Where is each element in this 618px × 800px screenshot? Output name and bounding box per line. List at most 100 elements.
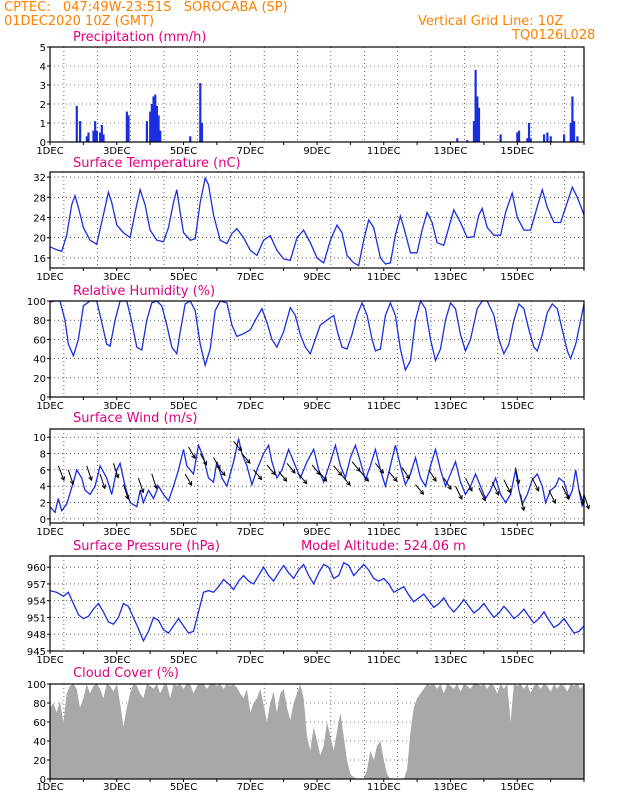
- wind-arrow: [188, 446, 196, 459]
- wind-arrow: [583, 494, 590, 509]
- panel-title: Precipitation (mm/h): [73, 30, 206, 45]
- wind-arrow: [318, 471, 328, 482]
- x-tick-label: 7DEC: [237, 655, 264, 666]
- y-tick-label: 957: [27, 580, 46, 591]
- x-tick-label: 9DEC: [303, 655, 330, 666]
- y-tick-label: 2: [40, 499, 46, 510]
- y-tick-label: 0: [40, 138, 46, 149]
- precip-bar: [200, 123, 204, 142]
- wind-arrowhead: [302, 479, 308, 485]
- y-tick-label: 3: [40, 81, 46, 92]
- wind-arrow: [199, 453, 208, 465]
- y-tick-label: 40: [33, 355, 46, 366]
- x-tick-label: 7DEC: [237, 527, 264, 538]
- panel-5: 945 948 951 954 957 960 1DEC 3DEC 5DEC 7DEC 9DEC 11…: [27, 539, 585, 666]
- x-tick-label: 5DEC: [170, 782, 197, 793]
- wind-arrowhead: [220, 471, 226, 477]
- wind-arrowhead: [405, 474, 410, 480]
- wind-arrowhead: [515, 479, 521, 485]
- wind-arrow: [531, 477, 540, 492]
- wind-arrow: [520, 494, 525, 511]
- wind-arrowhead: [364, 477, 370, 482]
- wind-arrowhead: [60, 476, 65, 482]
- x-tick-label: 3DEC: [103, 401, 130, 412]
- wind-arrow: [401, 467, 410, 479]
- x-tick-label: 13DEC: [434, 272, 468, 283]
- wind-arrow: [137, 477, 144, 493]
- precip-bar: [562, 134, 566, 142]
- x-tick-label: 13DEC: [434, 146, 468, 157]
- precip-bar: [85, 136, 88, 142]
- y-tick-label: 20: [33, 374, 46, 385]
- x-tick-label: 11DEC: [367, 401, 401, 412]
- wind-arrowhead: [379, 468, 385, 474]
- precip-bar: [199, 83, 202, 142]
- y-tick-label: 0: [40, 515, 46, 526]
- precip-bar: [99, 132, 102, 142]
- wind-arrow: [86, 465, 92, 481]
- precip-bar: [572, 121, 576, 142]
- wind-arrow: [311, 464, 321, 475]
- precip-bar: [87, 132, 90, 142]
- station-header: CPTEC: 047:49W-23:51S SOROCABA (SP): [4, 0, 288, 15]
- wind-arrow: [184, 473, 193, 486]
- wind-arrow: [233, 440, 242, 452]
- wind-arrow: [278, 471, 288, 482]
- y-tick-label: 24: [33, 213, 46, 224]
- model-code: TQ0126L028: [512, 28, 596, 43]
- wind-arrow: [67, 469, 74, 485]
- wind-arrowhead: [468, 486, 473, 492]
- y-tick-label: 8: [40, 450, 46, 461]
- series-line: [49, 176, 585, 267]
- x-tick-label: 13DEC: [434, 782, 468, 793]
- precip-bar: [499, 134, 502, 142]
- wind-arrowhead: [506, 488, 511, 494]
- wind-arrowhead: [565, 495, 570, 500]
- x-tick-label: 3DEC: [103, 655, 130, 666]
- wind-arrow: [388, 471, 398, 482]
- x-tick-label: 7DEC: [237, 401, 264, 412]
- precip-bar: [95, 130, 98, 142]
- precip-bar: [159, 130, 162, 142]
- x-tick-label: 1DEC: [36, 782, 63, 793]
- y-tick-label: 0: [40, 775, 46, 786]
- panel-title: Relative Humidity (%): [73, 284, 215, 299]
- y-tick-label: 945: [27, 647, 46, 658]
- x-tick-label: 1DEC: [36, 655, 63, 666]
- plot-frame: [49, 46, 585, 143]
- wind-arrowhead: [271, 470, 276, 476]
- panel-title: Cloud Cover (%): [73, 666, 179, 681]
- wind-arrow: [428, 469, 437, 482]
- x-tick-label: 15DEC: [500, 655, 534, 666]
- y-tick-label: 16: [33, 254, 46, 265]
- x-tick-label: 3DEC: [103, 782, 130, 793]
- wind-arrowhead: [419, 490, 425, 495]
- wind-arrow: [112, 463, 119, 478]
- wind-arrowhead: [202, 460, 208, 466]
- x-tick-label: 1DEC: [36, 527, 63, 538]
- wind-arrowhead: [124, 494, 130, 500]
- wind-arrow: [491, 481, 500, 496]
- wind-arrow: [286, 463, 296, 474]
- x-tick-label: 7DEC: [237, 146, 264, 157]
- x-tick-label: 9DEC: [303, 146, 330, 157]
- precip-bar: [127, 115, 130, 142]
- wind-arrowhead: [535, 486, 540, 492]
- y-tick-label: 6: [40, 466, 46, 477]
- precip-bar: [92, 130, 95, 142]
- x-tick-label: 15DEC: [500, 782, 534, 793]
- wind-arrow: [57, 465, 65, 481]
- panel-3: 0 20 40 60 80 100 1DEC 3DEC 5DEC 7DEC 9DEC 11DEC 13D…: [27, 284, 585, 412]
- wind-arrowhead: [191, 454, 196, 460]
- precip-bar: [516, 132, 519, 142]
- precip-bar: [476, 96, 479, 142]
- y-tick-label: 4: [40, 62, 46, 73]
- series-line: [49, 561, 585, 643]
- x-tick-label: 7DEC: [237, 782, 264, 793]
- y-tick-label: 28: [33, 193, 46, 204]
- y-tick-label: 40: [33, 737, 46, 748]
- wind-arrow: [465, 477, 473, 492]
- wind-arrow: [253, 469, 262, 480]
- wind-arrow: [375, 463, 384, 474]
- wind-arrowhead: [447, 485, 452, 491]
